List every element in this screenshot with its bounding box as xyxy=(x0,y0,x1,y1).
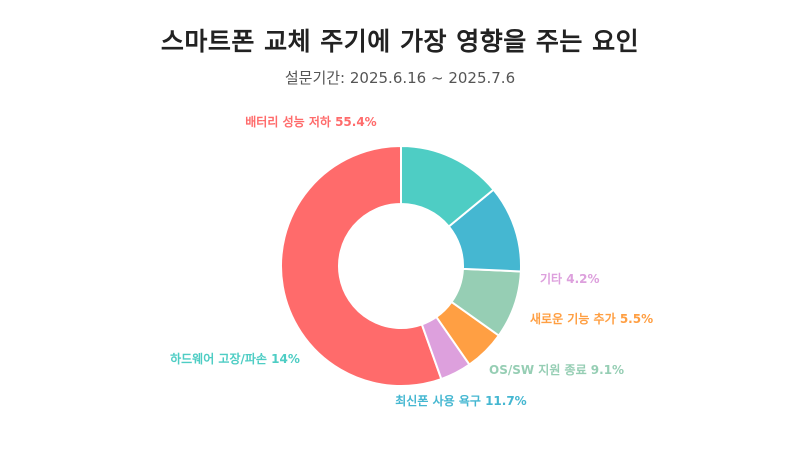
slice-labels: 배터리 성능 저하 55.4% 기타 4.2% 새로운 기능 추가 5.5% OS/S… xyxy=(170,114,653,408)
chart-subtitle: 설문기간: 2025.6.16 ~ 2025.7.6 xyxy=(284,69,516,87)
slice-label: 기타 4.2% xyxy=(540,271,600,286)
slice-label: OS/SW 지원 종료 9.1% xyxy=(489,362,624,377)
slice-label: 배터리 성능 저하 55.4% xyxy=(245,114,376,129)
slice-label: 새로운 기능 추가 5.5% xyxy=(530,311,653,326)
donut-slice[interactable] xyxy=(280,144,443,387)
slice-label: 최신폰 사용 욕구 11.7% xyxy=(395,393,526,408)
slice-label: 하드웨어 고장/파손 14% xyxy=(170,351,300,366)
donut-slices xyxy=(280,144,522,387)
chart-title: 스마트폰 교체 주기에 가장 영향을 주는 요인 xyxy=(160,27,640,56)
donut-slice[interactable] xyxy=(400,144,495,228)
